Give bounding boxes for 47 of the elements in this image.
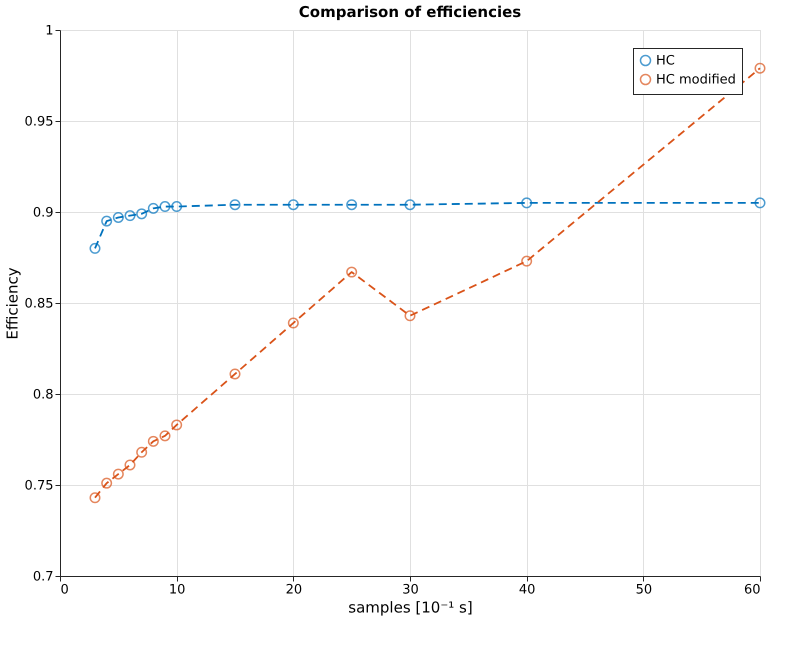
x-tick-label: 50: [636, 582, 652, 598]
y-tick-label: 0.85: [24, 296, 54, 312]
point: [288, 199, 299, 210]
point: [171, 201, 182, 212]
x-axis-title: samples [10⁻¹ s]: [348, 598, 473, 616]
point: [521, 197, 532, 208]
x-tick-label: 60: [744, 582, 760, 598]
x-tick-label: 0: [60, 582, 69, 598]
point: [101, 216, 112, 227]
x-tick-label: 30: [402, 582, 419, 598]
point: [101, 478, 112, 489]
x-tick-label: 20: [286, 582, 302, 598]
x-tick-label: 40: [518, 582, 536, 598]
point: [288, 318, 299, 329]
point: [754, 197, 766, 208]
point: [124, 210, 136, 222]
point: [112, 468, 124, 480]
point: [160, 430, 170, 442]
point: [160, 201, 170, 212]
point: [230, 199, 240, 210]
legend-label: HC: [656, 54, 675, 68]
point: [124, 459, 136, 470]
legend-label: HC modified: [656, 72, 736, 88]
point: [148, 436, 159, 447]
chart-title: Comparison of efficiencies: [298, 3, 522, 21]
point: [346, 266, 358, 278]
point: [136, 208, 148, 220]
y-tick-label: 0.7: [32, 570, 54, 584]
point: [90, 492, 100, 504]
point: [404, 310, 416, 322]
point: [754, 62, 766, 74]
y-tick-label: 0.75: [24, 478, 54, 494]
y-tick-label: 0.8: [32, 388, 54, 402]
y-tick-label: 1: [45, 24, 54, 38]
point: [171, 419, 182, 430]
point: [230, 368, 240, 380]
point: [90, 242, 100, 254]
point: [112, 212, 124, 223]
y-axis-title: Efficiency: [4, 267, 22, 340]
point: [404, 199, 416, 210]
point: [521, 256, 532, 267]
x-tick-label: 10: [168, 582, 186, 598]
point: [148, 202, 159, 214]
y-tick-label: 0.9: [32, 206, 54, 220]
point: [136, 446, 148, 458]
point: [346, 199, 358, 210]
y-tick-label: 0.95: [24, 114, 54, 130]
